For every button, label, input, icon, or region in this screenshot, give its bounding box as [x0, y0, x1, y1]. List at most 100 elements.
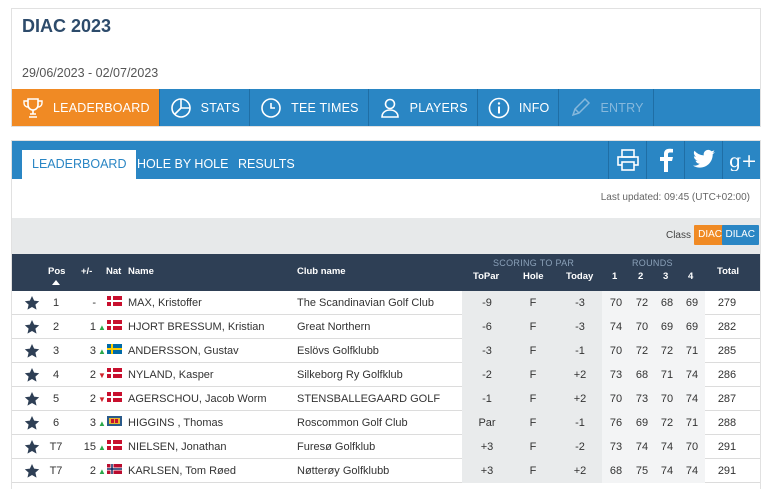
- table-row[interactable]: 5 2 ▼ AGERSCHOU, Jacob Worm STENSBALLEGA…: [12, 387, 760, 411]
- cell-player-name[interactable]: ANDERSSON, Gustav: [128, 345, 239, 357]
- cell-round-3: 71: [660, 369, 674, 381]
- cell-move: 2: [89, 369, 96, 381]
- table-row[interactable]: 1 - MAX, Kristoffer The Scandinavian Gol…: [12, 291, 760, 315]
- header-hole: Hole: [523, 271, 544, 282]
- header-topar[interactable]: ToPar: [473, 271, 500, 282]
- tab-results[interactable]: RESULTS: [238, 157, 295, 171]
- cell-club: The Scandinavian Golf Club: [297, 297, 434, 309]
- cell-round-4: 69: [685, 297, 699, 309]
- nav-tee-times[interactable]: TEE TIMES: [250, 89, 369, 126]
- google-plus-icon[interactable]: g+: [722, 141, 760, 179]
- favorite-star-icon[interactable]: [24, 319, 40, 338]
- favorite-star-icon[interactable]: [24, 415, 40, 434]
- header-name[interactable]: Name: [128, 266, 154, 277]
- pen-icon: [568, 96, 592, 120]
- rounds-shade: [602, 459, 705, 483]
- header-total[interactable]: Total: [717, 266, 739, 277]
- cell-club: Great Northern: [297, 321, 371, 333]
- scoring-shade: [462, 387, 602, 411]
- header-club[interactable]: Club name: [297, 266, 346, 277]
- cell-topar: -1: [482, 393, 492, 405]
- cell-topar: -6: [482, 321, 492, 333]
- tab-leaderboard[interactable]: LEADERBOARD: [22, 150, 137, 179]
- favorite-star-icon[interactable]: [24, 367, 40, 386]
- cell-player-name[interactable]: HJORT BRESSUM, Kristian: [128, 321, 265, 333]
- cell-today: -1: [575, 417, 585, 429]
- cell-round-4: 74: [685, 393, 699, 405]
- cell-player-name[interactable]: HIGGINS , Thomas: [128, 417, 224, 429]
- scoring-shade: [462, 459, 602, 483]
- cell-pos: T7: [49, 465, 63, 477]
- move-up-icon: ▲: [98, 443, 106, 452]
- class-filter-bar: Class DIAC DILAC: [12, 218, 760, 254]
- tab-hole-by-hole[interactable]: HOLE BY HOLE: [137, 157, 229, 171]
- cell-total: 287: [717, 393, 737, 405]
- cell-player-name[interactable]: KARLSEN, Tom Røed: [128, 465, 237, 477]
- ireland-flag-icon: [107, 411, 122, 435]
- favorite-star-icon[interactable]: [24, 343, 40, 362]
- svg-text:g+: g+: [729, 150, 755, 171]
- favorite-star-icon[interactable]: [24, 463, 40, 482]
- class-filter-label: Class: [665, 230, 691, 241]
- move-up-icon: ▲: [98, 323, 106, 332]
- cell-round-4: 74: [685, 369, 699, 381]
- cell-topar: Par: [478, 417, 496, 429]
- last-updated: Last updated: 09:45 (UTC+02:00): [600, 192, 750, 203]
- favorite-star-icon[interactable]: [24, 391, 40, 410]
- cell-hole: F: [529, 465, 537, 477]
- header-today[interactable]: Today: [566, 271, 594, 282]
- table-row[interactable]: 3 3 ▲ ANDERSSON, Gustav Eslövs Golfklubb…: [12, 339, 760, 363]
- cell-move: 2: [89, 393, 96, 405]
- move-up-icon: ▲: [98, 467, 106, 476]
- cell-player-name[interactable]: NYLAND, Kasper: [128, 369, 214, 381]
- rounds-shade: [602, 411, 705, 435]
- favorite-star-icon[interactable]: [24, 295, 40, 314]
- cell-club: Eslövs Golfklubb: [297, 345, 379, 357]
- cell-round-2: 73: [635, 393, 649, 405]
- cell-player-name[interactable]: MAX, Kristoffer: [128, 297, 202, 309]
- header-pos[interactable]: Pos: [48, 266, 66, 277]
- cell-total: 282: [717, 321, 737, 333]
- cell-hole: F: [529, 297, 537, 309]
- cell-hole: F: [529, 441, 537, 453]
- cell-round-2: 69: [635, 417, 649, 429]
- cell-total: 291: [717, 465, 737, 477]
- cell-hole: F: [529, 321, 537, 333]
- table-header: Pos +/- Nat Name Club name SCORING TO PA…: [12, 254, 760, 291]
- table-row[interactable]: 4 2 ▼ NYLAND, Kasper Silkeborg Ry Golfkl…: [12, 363, 760, 387]
- favorite-star-icon[interactable]: [24, 439, 40, 458]
- cell-round-1: 70: [609, 345, 623, 357]
- table-row[interactable]: 6 3 ▲ HIGGINS , Thomas Roscommon Golf Cl…: [12, 411, 760, 435]
- table-row[interactable]: T7 2 ▲ KARLSEN, Tom Røed Nøtterøy Golfkl…: [12, 459, 760, 483]
- table-row[interactable]: 2 1 ▲ HJORT BRESSUM, Kristian Great Nort…: [12, 315, 760, 339]
- cell-total: 285: [717, 345, 737, 357]
- cell-round-1: 73: [609, 441, 623, 453]
- cell-round-2: 72: [635, 345, 649, 357]
- nav-players[interactable]: PLAYERS: [369, 89, 478, 126]
- move-up-icon: ▲: [98, 419, 106, 428]
- cell-player-name[interactable]: AGERSCHOU, Jacob Worm: [128, 393, 267, 405]
- denmark-flag-icon: [107, 363, 122, 387]
- table-row[interactable]: T7 15 ▲ NIELSEN, Jonathan Furesø Golfklu…: [12, 435, 760, 459]
- twitter-icon[interactable]: [684, 141, 722, 179]
- denmark-flag-icon: [107, 387, 122, 411]
- main-nav: LEADERBOARD STATS TEE TIMES PLAYERS INFO: [12, 89, 760, 126]
- denmark-flag-icon: [107, 315, 122, 339]
- cell-round-4: 74: [685, 465, 699, 477]
- facebook-icon[interactable]: [646, 141, 684, 179]
- scoring-shade: [462, 411, 602, 435]
- nav-leaderboard-label: LEADERBOARD: [53, 100, 150, 115]
- header-round-2: 2: [638, 271, 644, 282]
- printer-icon[interactable]: [608, 141, 646, 179]
- cell-club: Furesø Golfklub: [297, 441, 376, 453]
- class-diac-button[interactable]: DIAC: [694, 225, 726, 245]
- class-dilac-button[interactable]: DILAC: [721, 225, 759, 245]
- cell-round-1: 76: [609, 417, 623, 429]
- cell-round-1: 70: [609, 393, 623, 405]
- scoring-shade: [462, 291, 602, 315]
- nav-info[interactable]: INFO: [478, 89, 560, 126]
- nav-stats[interactable]: STATS: [160, 89, 251, 126]
- pie-chart-icon: [169, 96, 193, 120]
- nav-leaderboard[interactable]: LEADERBOARD: [12, 89, 160, 126]
- cell-player-name[interactable]: NIELSEN, Jonathan: [128, 441, 227, 453]
